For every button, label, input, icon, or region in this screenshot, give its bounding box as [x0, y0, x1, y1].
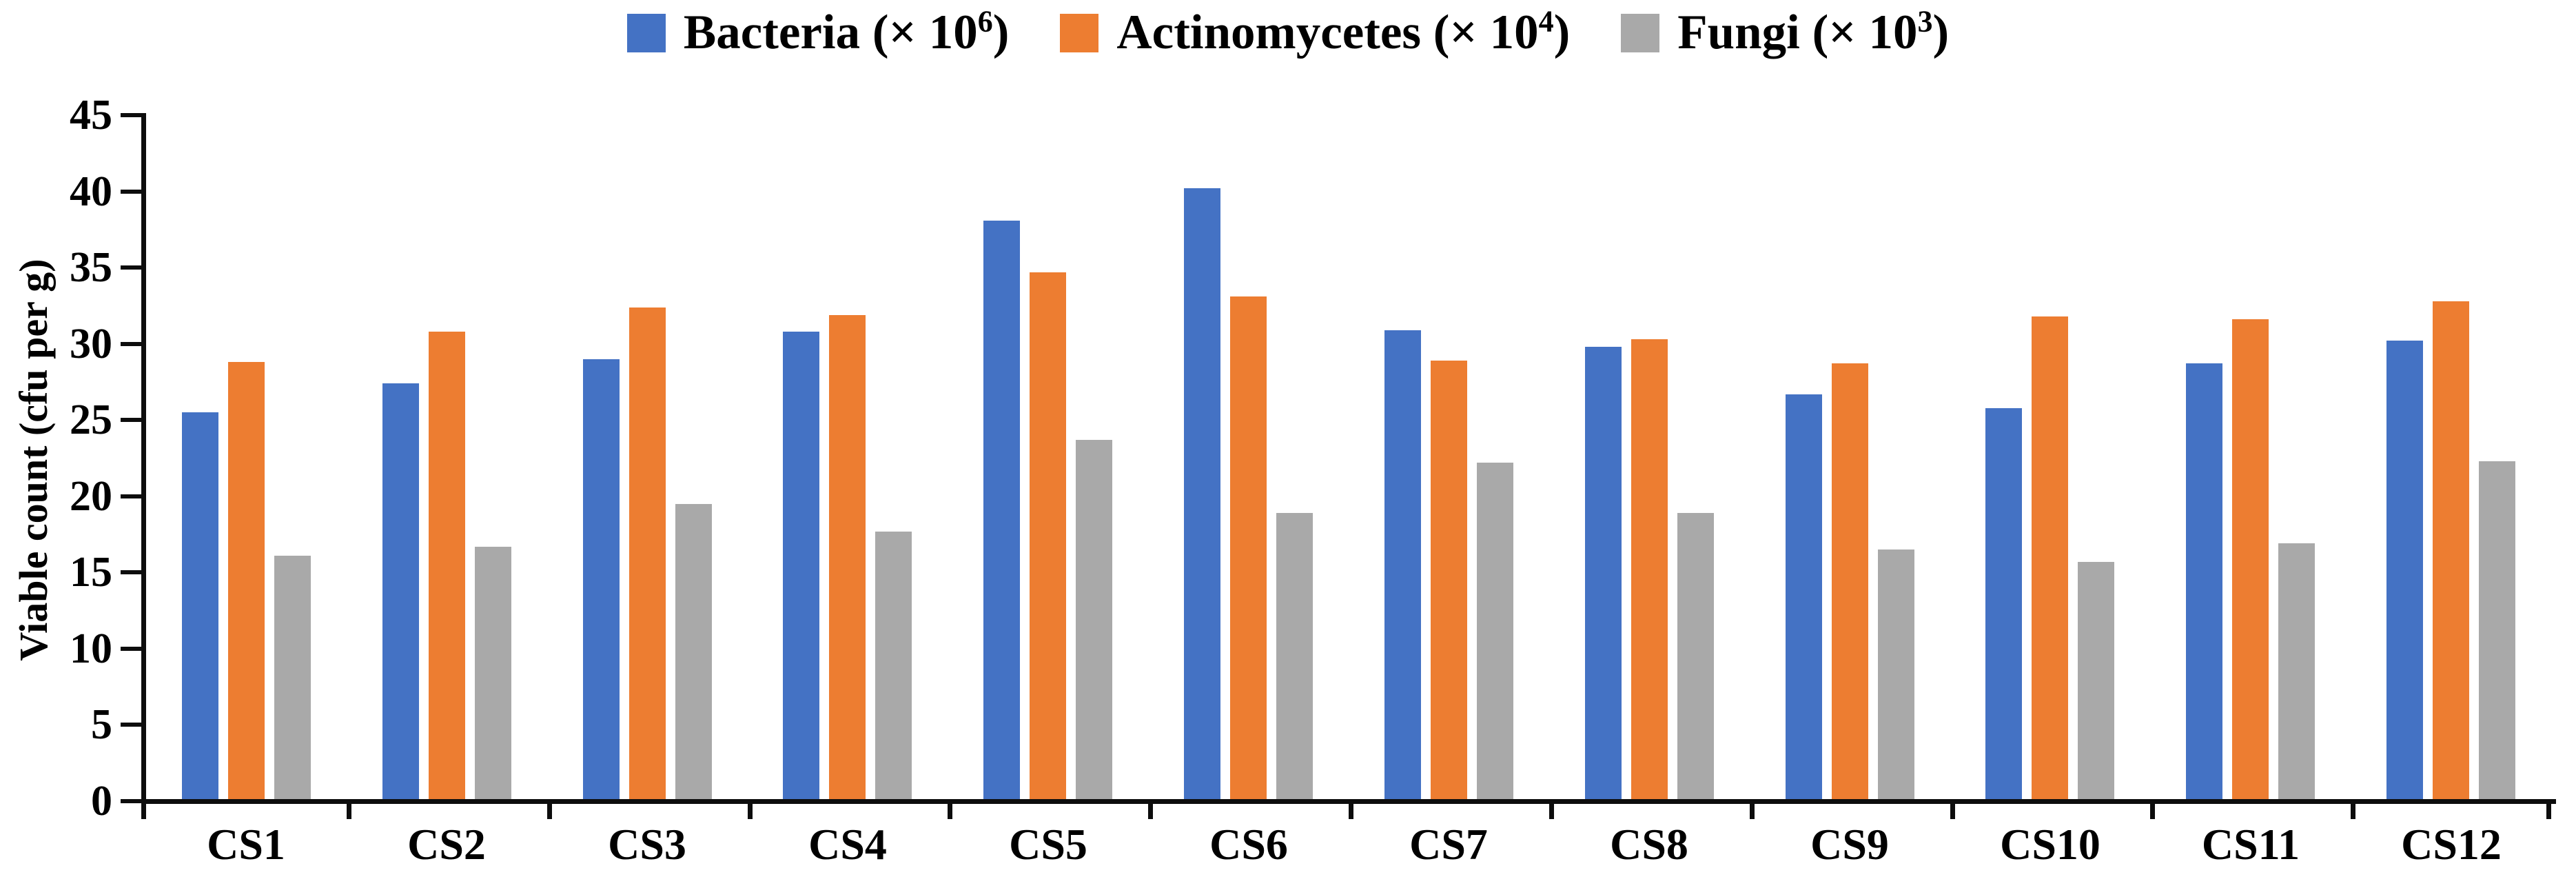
x-axis-line: [141, 799, 2556, 804]
bar-actinomycetes-cs11: [2232, 319, 2269, 801]
legend-item-actinomycetes: Actinomycetes (× 104): [1060, 4, 1571, 59]
x-axis-tick: [2351, 801, 2355, 819]
category-label-cs3: CS3: [608, 820, 686, 869]
bar-actinomycetes-cs1: [228, 362, 265, 801]
x-axis-tick: [748, 801, 753, 819]
category-label-cs1: CS1: [207, 820, 285, 869]
legend-swatch-bacteria: [626, 13, 666, 52]
y-axis-tick: [121, 418, 141, 422]
y-tick-label: 0: [91, 778, 112, 825]
bar-fungi-cs8: [1677, 513, 1714, 801]
bar-actinomycetes-cs7: [1431, 361, 1467, 801]
x-axis-tick: [1148, 801, 1153, 819]
bar-bacteria-cs3: [583, 359, 620, 801]
x-axis-tick: [948, 801, 952, 819]
x-axis-tick: [2546, 801, 2551, 819]
y-tick-label: 40: [70, 168, 112, 215]
y-axis-line: [141, 113, 146, 806]
legend-item-fungi: Fungi (× 103): [1621, 4, 1950, 59]
legend-label-bacteria: Bacteria (× 106): [683, 4, 1010, 59]
bar-bacteria-cs7: [1384, 330, 1421, 801]
bar-actinomycetes-cs5: [1030, 272, 1066, 801]
y-tick-label: 15: [70, 549, 112, 596]
y-axis-tick: [121, 113, 141, 117]
bar-actinomycetes-cs10: [2032, 316, 2068, 801]
bar-fungi-cs5: [1076, 440, 1112, 801]
legend: Bacteria (× 106) Actinomycetes (× 104) F…: [0, 4, 2576, 59]
x-axis-tick: [1750, 801, 1755, 819]
legend-swatch-actinomycetes: [1060, 13, 1099, 52]
y-axis-tick: [121, 342, 141, 346]
x-axis-tick: [347, 801, 351, 819]
x-axis-tick: [1950, 801, 1955, 819]
category-label-cs5: CS5: [1009, 820, 1087, 869]
y-axis-tick: [121, 723, 141, 727]
y-axis-tick: [121, 494, 141, 498]
bar-fungi-cs2: [475, 547, 511, 801]
bar-actinomycetes-cs8: [1631, 339, 1668, 801]
bar-fungi-cs6: [1276, 513, 1313, 801]
category-label-cs10: CS10: [2000, 820, 2100, 869]
y-axis-tick: [121, 799, 141, 803]
x-axis-tick: [1349, 801, 1353, 819]
legend-label-actinomycetes: Actinomycetes (× 104): [1116, 4, 1571, 59]
legend-swatch-fungi: [1621, 13, 1660, 52]
x-axis-tick: [141, 801, 146, 819]
y-tick-label: 20: [70, 473, 112, 520]
bar-fungi-cs7: [1477, 463, 1513, 801]
bar-bacteria-cs5: [983, 221, 1020, 801]
bar-fungi-cs4: [875, 532, 912, 801]
bar-actinomycetes-cs12: [2433, 301, 2469, 801]
category-label-cs8: CS8: [1610, 820, 1688, 869]
bar-fungi-cs9: [1878, 550, 1914, 801]
category-label-cs9: CS9: [1810, 820, 1889, 869]
bar-actinomycetes-cs2: [429, 332, 465, 801]
y-tick-label: 10: [70, 625, 112, 672]
y-axis-tick: [121, 647, 141, 651]
bar-bacteria-cs4: [783, 332, 819, 801]
bar-fungi-cs12: [2479, 461, 2515, 801]
bar-actinomycetes-cs4: [829, 315, 866, 801]
bar-actinomycetes-cs9: [1832, 363, 1868, 801]
legend-item-bacteria: Bacteria (× 106): [626, 4, 1010, 59]
category-label-cs4: CS4: [808, 820, 887, 869]
legend-label-fungi: Fungi (× 103): [1677, 4, 1950, 59]
category-label-cs7: CS7: [1409, 820, 1488, 869]
category-label-cs11: CS11: [2201, 820, 2300, 869]
x-axis-tick: [2150, 801, 2155, 819]
y-axis-tick: [121, 570, 141, 574]
bar-bacteria-cs2: [382, 383, 419, 801]
bar-fungi-cs1: [274, 556, 311, 801]
y-tick-label: 35: [70, 244, 112, 291]
y-tick-label: 5: [91, 701, 112, 748]
y-tick-label: 25: [70, 396, 112, 443]
bar-bacteria-cs6: [1184, 188, 1220, 801]
bar-actinomycetes-cs3: [629, 308, 666, 801]
y-axis-tick: [121, 190, 141, 194]
y-tick-label: 45: [70, 92, 112, 139]
bar-fungi-cs3: [675, 504, 712, 801]
y-axis-tick: [121, 265, 141, 270]
category-label-cs12: CS12: [2401, 820, 2502, 869]
bar-fungi-cs10: [2078, 562, 2114, 801]
x-axis-tick: [547, 801, 552, 819]
bar-bacteria-cs1: [182, 412, 218, 801]
y-tick-label: 30: [70, 321, 112, 367]
category-label-cs6: CS6: [1209, 820, 1288, 869]
x-axis-tick: [1549, 801, 1554, 819]
bar-actinomycetes-cs6: [1230, 296, 1267, 801]
bar-bacteria-cs12: [2386, 341, 2423, 801]
category-label-cs2: CS2: [407, 820, 486, 869]
bar-bacteria-cs8: [1585, 347, 1622, 801]
bar-fungi-cs11: [2278, 543, 2315, 801]
bar-bacteria-cs10: [1985, 408, 2022, 801]
bar-bacteria-cs9: [1786, 394, 1822, 801]
bar-bacteria-cs11: [2186, 363, 2222, 801]
